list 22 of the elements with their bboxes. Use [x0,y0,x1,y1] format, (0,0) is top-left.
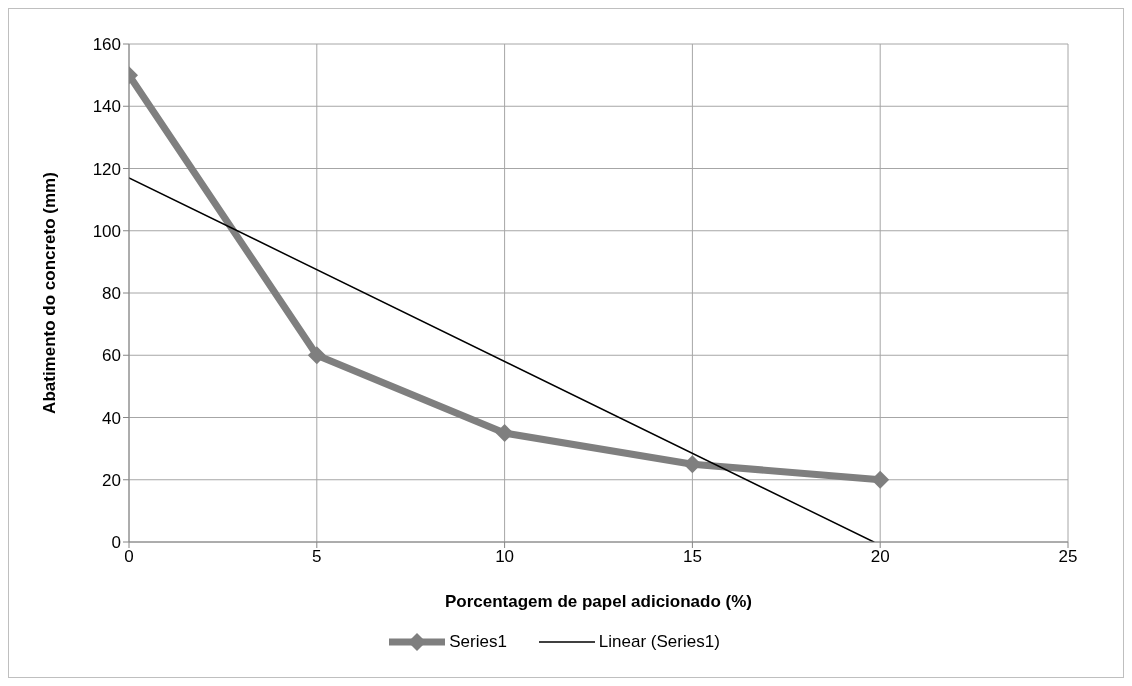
x-tick-label: 15 [682,547,702,567]
x-tick-label: 0 [124,547,134,567]
y-tick-label: 60 [102,346,121,366]
x-tick-label: 20 [870,547,890,567]
x-tick-label: 10 [495,547,515,567]
y-tick-label: 80 [102,284,121,304]
x-tick-label: 25 [1058,547,1078,567]
y-tick-label: 40 [102,408,121,428]
legend-label: Series1 [448,632,507,652]
point [495,424,514,443]
y-tick-label: 20 [102,470,121,490]
y-tick-label: 100 [92,221,121,241]
y-tick-label: 0 [111,533,121,553]
y-tick-label: 160 [92,35,121,55]
y-axis-title: Abatimento do concreto (mm) [40,172,60,414]
x-axis-title: Porcentagem de papel adicionado (%) [444,592,753,611]
point [307,346,326,365]
point [871,470,890,489]
y-tick-label: 120 [92,159,121,179]
legend-label: Linear (Series1) [597,632,720,652]
y-tick-label: 140 [92,97,121,117]
x-tick-label: 5 [312,547,322,567]
